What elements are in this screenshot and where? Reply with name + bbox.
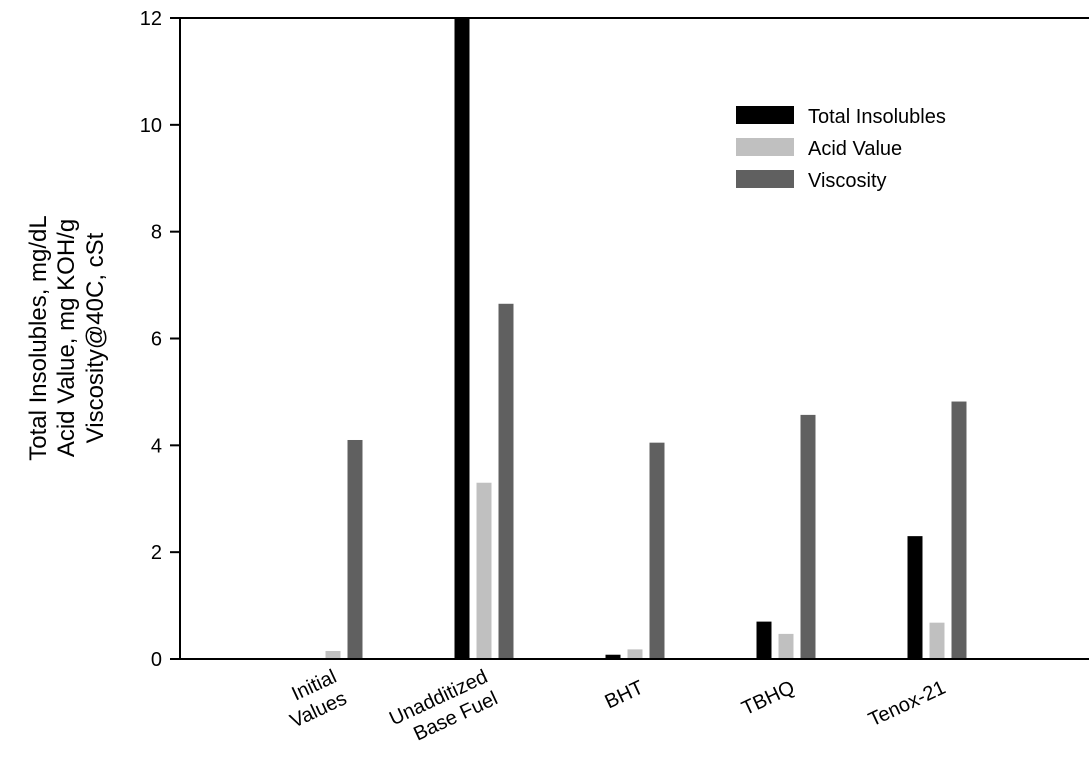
bars-layer xyxy=(325,18,967,659)
y-tick-label-4: 8 xyxy=(151,222,162,244)
legend-swatch-0 xyxy=(736,106,794,124)
y-tick-label-0: 0 xyxy=(151,649,162,671)
y-ticks-layer: 0 2 4 6 8 10 12 xyxy=(140,8,180,671)
y-axis-title-line-1: Total Insolubles, mg/dL xyxy=(25,215,52,460)
legend-swatch-2 xyxy=(736,170,794,188)
y-tick-label-1: 2 xyxy=(151,542,162,564)
bar-viscosity-2 xyxy=(649,442,665,659)
legend: Total Insolubles Acid Value Viscosity xyxy=(736,106,946,192)
bar-acid-value-2 xyxy=(627,649,643,659)
bar-acid-value-1 xyxy=(476,482,492,659)
legend-label-1: Acid Value xyxy=(808,138,902,160)
y-axis-title: Total Insolubles, mg/dL Acid Value, mg K… xyxy=(25,215,109,460)
bar-total-insolubles-4 xyxy=(907,536,923,659)
category-label-3-line-0: TBHQ xyxy=(738,677,798,720)
bar-viscosity-4 xyxy=(951,401,967,659)
y-axis-title-line-2: Acid Value, mg KOH/g xyxy=(53,219,80,457)
bar-viscosity-3 xyxy=(800,414,816,659)
category-label-3: TBHQ xyxy=(738,677,798,720)
category-label-2: BHT xyxy=(602,677,648,714)
legend-label-0: Total Insolubles xyxy=(808,106,946,128)
legend-label-2: Viscosity xyxy=(808,170,887,192)
bar-viscosity-0 xyxy=(347,439,363,659)
bar-total-insolubles-2 xyxy=(605,654,621,659)
legend-swatch-1 xyxy=(736,138,794,156)
bar-acid-value-0 xyxy=(325,650,341,659)
y-tick-label-2: 4 xyxy=(151,435,162,457)
y-tick-label-3: 6 xyxy=(151,329,162,351)
bar-acid-value-4 xyxy=(929,622,945,659)
y-tick-label-6: 12 xyxy=(140,8,162,30)
bar-viscosity-1 xyxy=(498,303,514,659)
category-label-4-line-0: Tenox-21 xyxy=(865,677,949,732)
bar-total-insolubles-3 xyxy=(756,621,772,659)
y-tick-label-5: 10 xyxy=(140,115,162,137)
category-label-2-line-0: BHT xyxy=(602,677,648,714)
bar-total-insolubles-1 xyxy=(454,18,470,659)
y-axis-title-line-3: Viscosity@40C, cSt xyxy=(82,232,109,443)
bar-acid-value-3 xyxy=(778,633,794,659)
category-label-4: Tenox-21 xyxy=(865,677,949,732)
